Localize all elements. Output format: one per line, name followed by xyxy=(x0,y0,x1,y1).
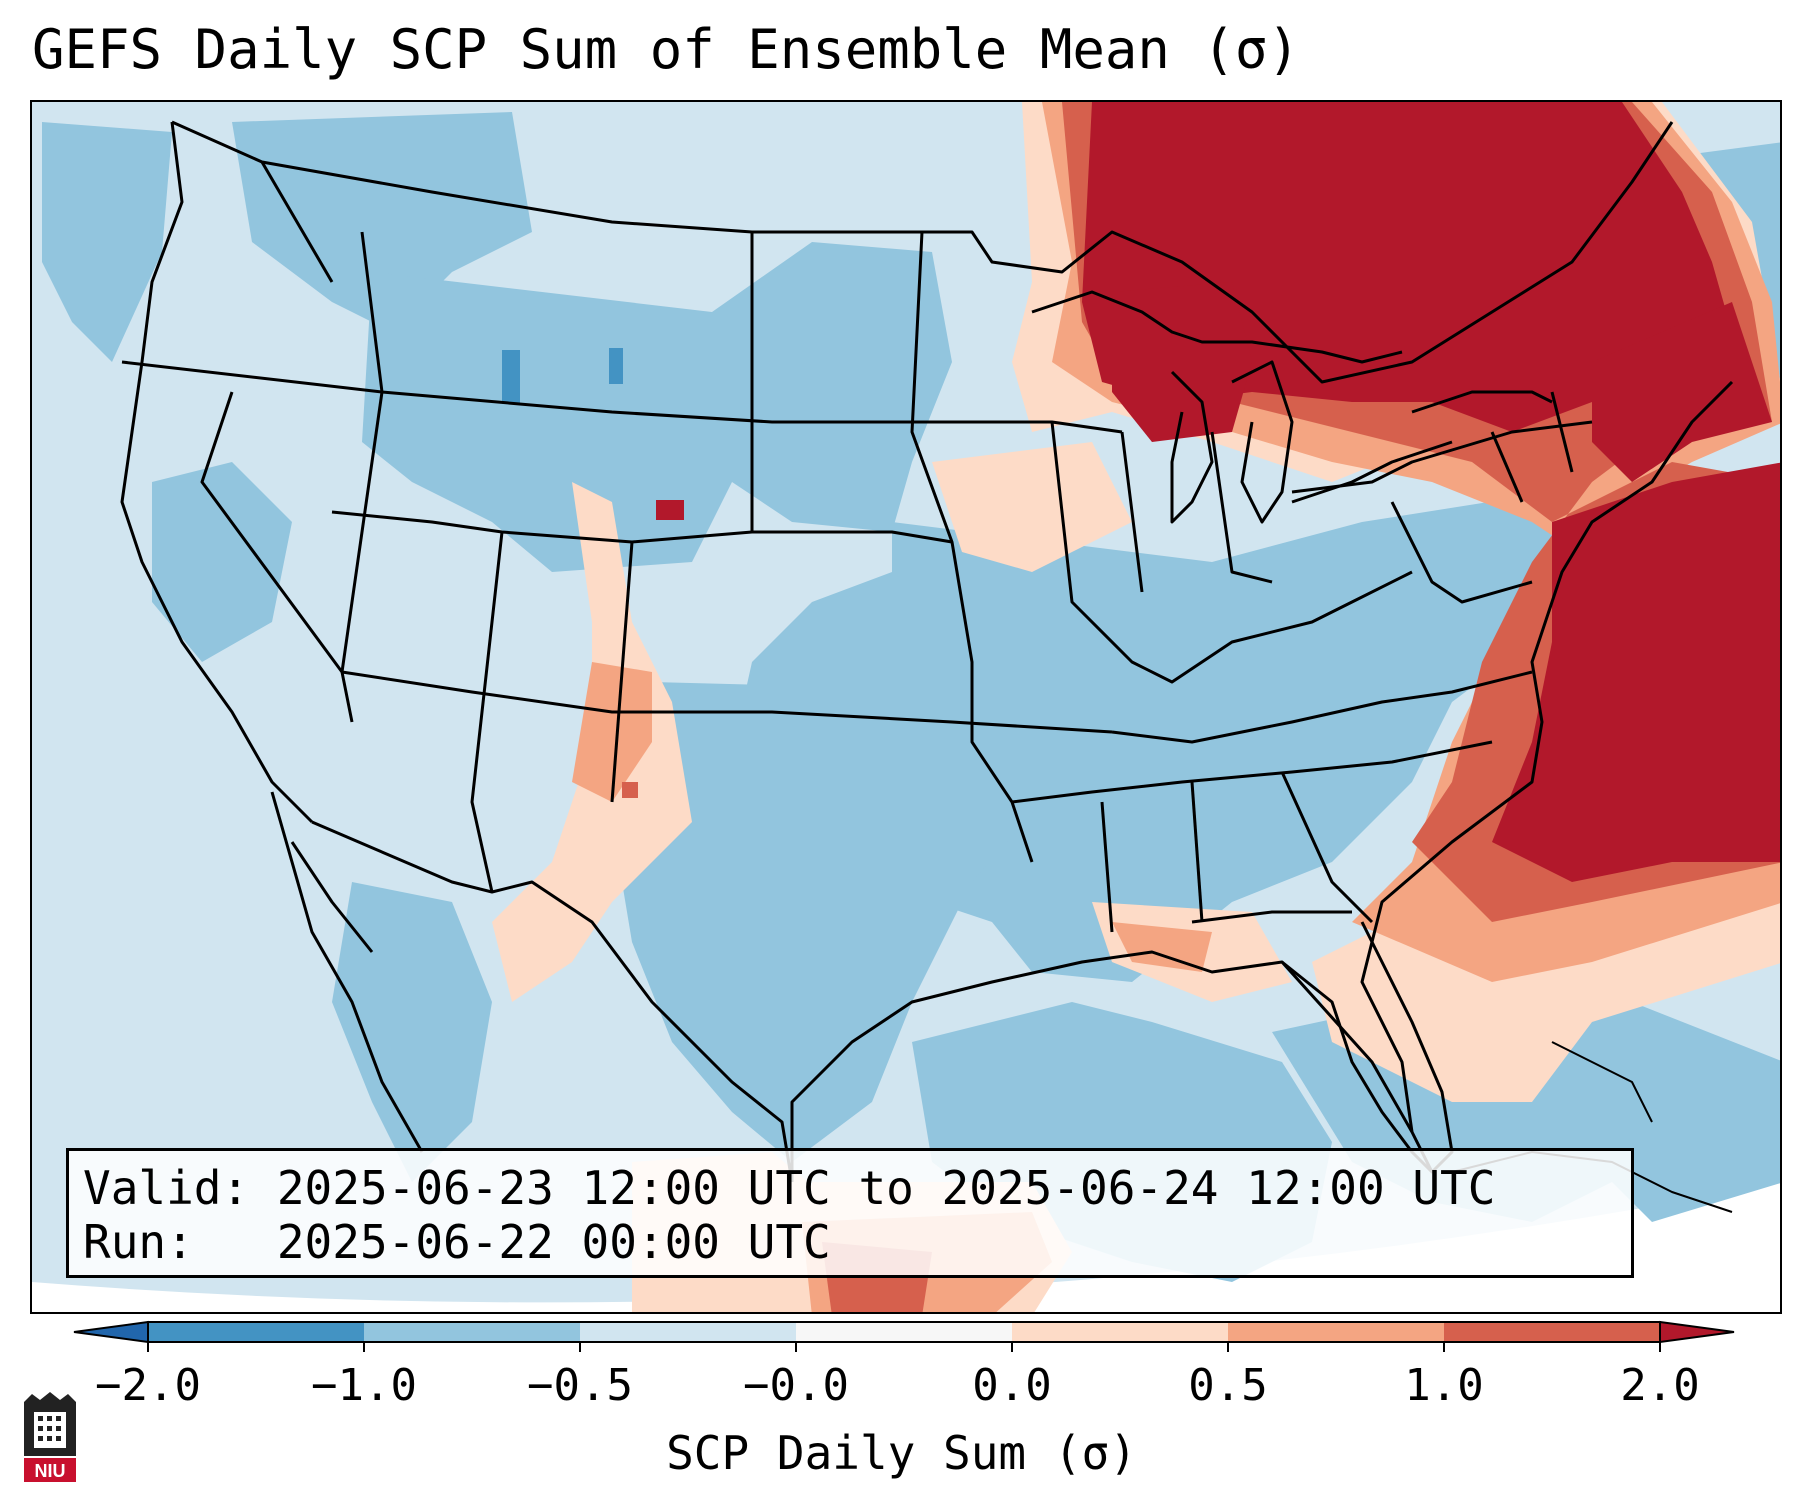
run-line: Run: 2025-06-22 00:00 UTC xyxy=(83,1215,831,1269)
colorbar-tick-label: −2.0 xyxy=(95,1360,201,1411)
colorbar-over-arrow xyxy=(1659,1320,1735,1344)
colorbar-segment xyxy=(364,1322,581,1342)
colorbar-segment xyxy=(580,1322,797,1342)
strong-negative-spots xyxy=(502,348,623,404)
niu-logo-icon: NIU xyxy=(24,1392,76,1482)
map-title: GEFS Daily SCP Sum of Ensemble Mean (σ) xyxy=(32,18,1300,81)
colorbar-tick-label: 0.0 xyxy=(972,1360,1051,1411)
scp-anomaly-map xyxy=(32,102,1780,1312)
colorbar-label: SCP Daily Sum (σ) xyxy=(666,1426,1137,1480)
colorbar-tick-label: −0.5 xyxy=(527,1360,633,1411)
colorbar-segment xyxy=(1444,1322,1661,1342)
colorbar-tick-label: 0.5 xyxy=(1188,1360,1267,1411)
colorbar: −2.0 −1.0 −0.5 −0.0 0.0 0.5 1.0 2.0 xyxy=(73,1320,1735,1411)
colorbar-under-arrow xyxy=(73,1320,149,1344)
colorbar-ticks: −2.0 −1.0 −0.5 −0.0 0.0 0.5 1.0 2.0 xyxy=(95,1342,1700,1411)
valid-time-box: Valid: 2025-06-23 12:00 UTC to 2025-06-2… xyxy=(66,1148,1634,1278)
svg-text:NIU: NIU xyxy=(35,1461,66,1481)
colorbar-tick-label: −1.0 xyxy=(311,1360,417,1411)
colorbar-tick-label: −0.0 xyxy=(743,1360,849,1411)
colorbar-segment xyxy=(148,1322,365,1342)
colorbar-segment xyxy=(796,1322,1013,1342)
colorbar-tick-label: 2.0 xyxy=(1620,1360,1699,1411)
colorbar-segment xyxy=(1012,1322,1229,1342)
valid-line: Valid: 2025-06-23 12:00 UTC to 2025-06-2… xyxy=(83,1161,1496,1215)
colorbar-segments xyxy=(148,1322,1661,1342)
colorbar-tick-label: 1.0 xyxy=(1404,1360,1483,1411)
map-panel xyxy=(30,100,1782,1314)
projection-edge xyxy=(32,1182,1780,1312)
colorbar-segment xyxy=(1228,1322,1445,1342)
colorbar-outline xyxy=(147,1321,1661,1343)
